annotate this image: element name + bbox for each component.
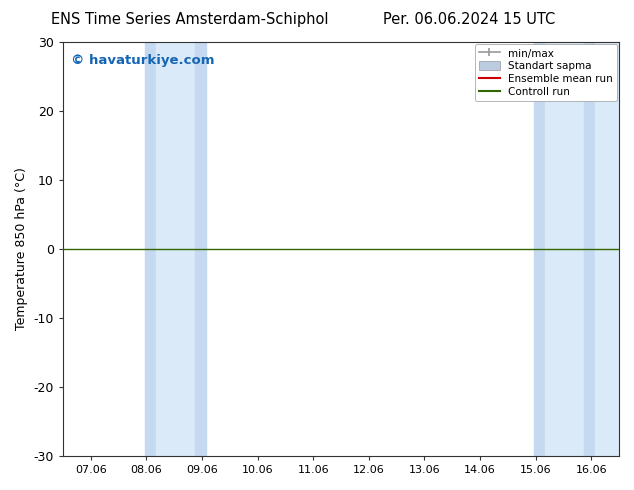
Text: ENS Time Series Amsterdam-Schiphol: ENS Time Series Amsterdam-Schiphol: [51, 12, 329, 27]
Bar: [545, 42, 584, 456]
Bar: [156, 42, 195, 456]
Bar: [195, 42, 206, 456]
Bar: [534, 42, 545, 456]
Text: © havaturkiye.com: © havaturkiye.com: [71, 54, 215, 68]
Y-axis label: Temperature 850 hPa (°C): Temperature 850 hPa (°C): [15, 168, 28, 330]
Bar: [595, 42, 619, 456]
Text: Per. 06.06.2024 15 UTC: Per. 06.06.2024 15 UTC: [383, 12, 555, 27]
Bar: [584, 42, 595, 456]
Bar: [145, 42, 156, 456]
Legend: min/max, Standart sapma, Ensemble mean run, Controll run: min/max, Standart sapma, Ensemble mean r…: [475, 44, 617, 101]
